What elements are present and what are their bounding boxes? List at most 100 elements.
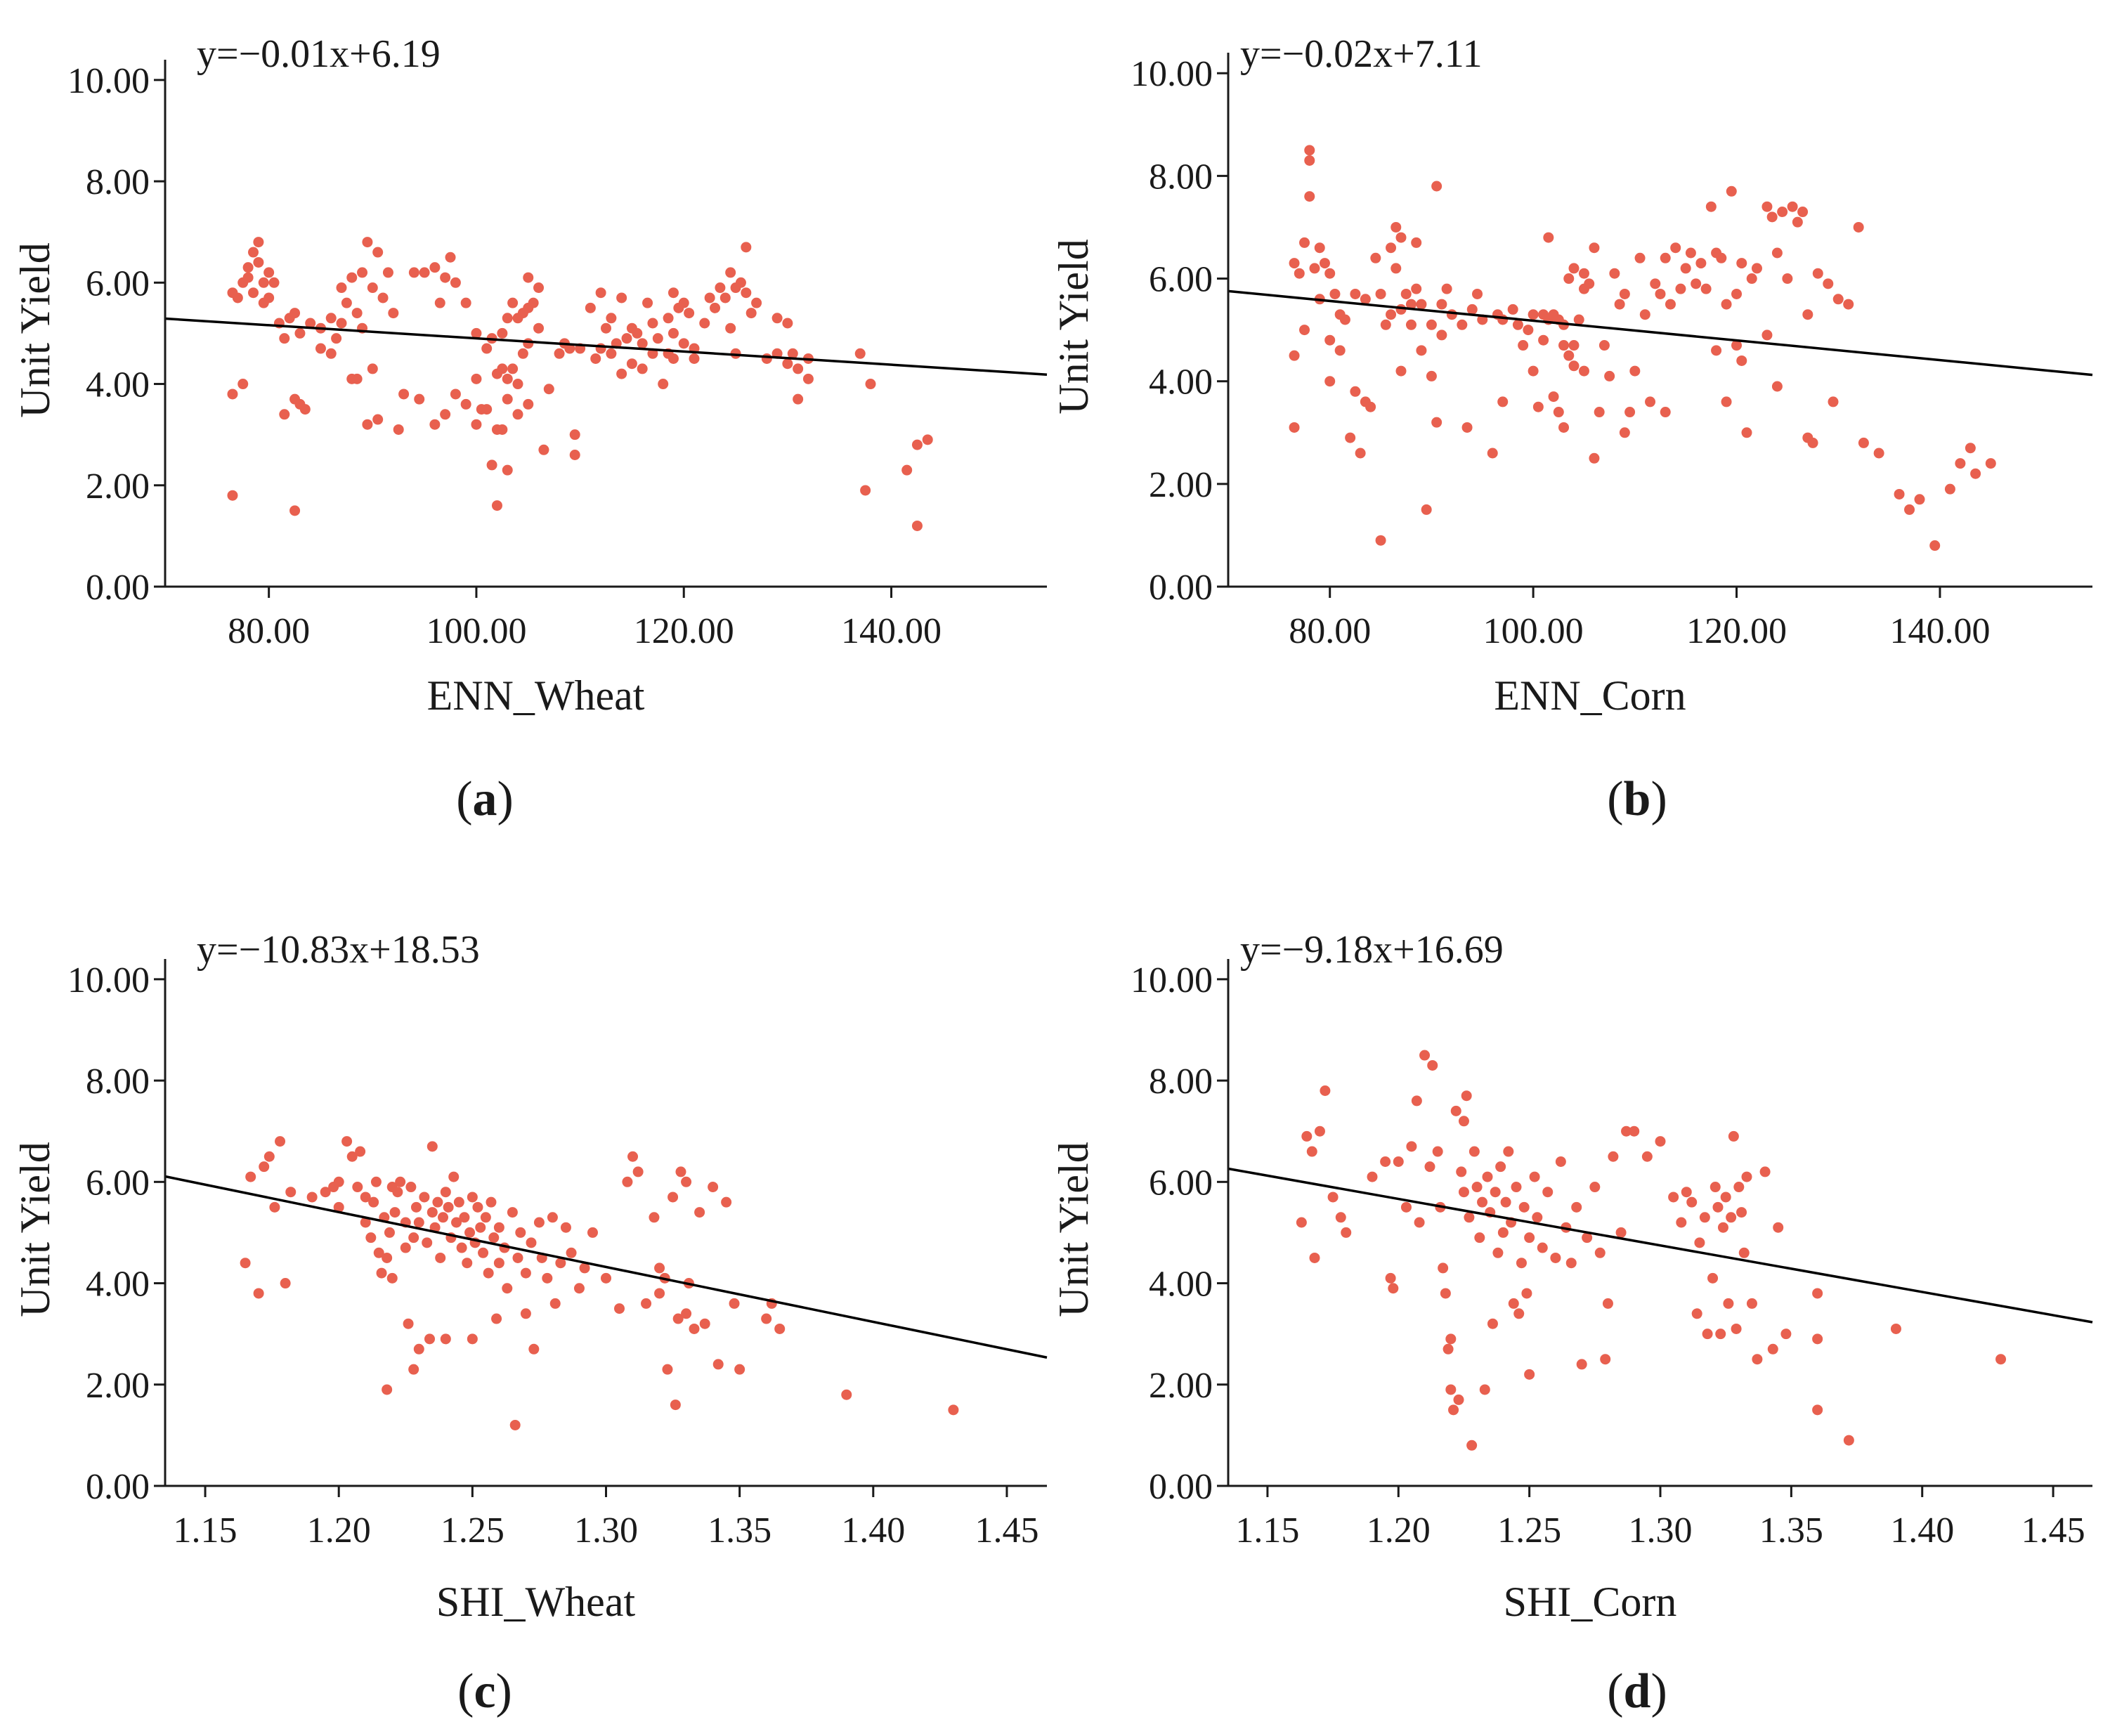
data-point-a-155 [782, 318, 793, 329]
data-point-d-112 [1843, 1435, 1854, 1446]
data-point-b-34 [1391, 263, 1402, 274]
data-point-d-6 [1327, 1192, 1339, 1203]
data-point-a-0 [227, 490, 238, 501]
data-point-c-60 [459, 1212, 470, 1223]
data-point-b-150 [1858, 437, 1869, 448]
data-point-a-91 [523, 272, 534, 283]
data-point-d-48 [1497, 1227, 1509, 1238]
data-point-a-93 [523, 338, 534, 349]
data-point-c-125 [774, 1323, 786, 1334]
data-point-d-108 [1780, 1329, 1792, 1340]
data-point-a-11 [253, 256, 264, 268]
data-point-d-34 [1461, 1090, 1472, 1102]
data-point-b-59 [1487, 448, 1498, 459]
y-tick-label-a-0: 0.00 [86, 568, 150, 608]
data-point-b-89 [1578, 365, 1589, 377]
data-point-a-15 [263, 292, 275, 304]
data-point-a-125 [652, 333, 663, 344]
data-point-a-142 [719, 292, 731, 304]
data-point-b-13 [1324, 268, 1336, 279]
data-point-c-102 [641, 1298, 652, 1309]
data-point-c-68 [478, 1247, 489, 1258]
data-point-b-22 [1350, 386, 1361, 397]
data-point-d-52 [1508, 1298, 1519, 1309]
data-point-b-106 [1655, 288, 1666, 299]
x-axis-title-b: ENN_Corn [1494, 672, 1686, 719]
data-point-a-80 [502, 313, 513, 324]
data-point-b-30 [1380, 319, 1391, 330]
data-point-c-9 [306, 1192, 318, 1203]
data-point-d-86 [1694, 1237, 1705, 1248]
data-point-c-57 [451, 1217, 462, 1228]
data-point-a-29 [315, 343, 326, 354]
data-point-a-148 [741, 242, 752, 253]
panel-letter-c: c [474, 1664, 495, 1718]
data-point-a-114 [616, 292, 627, 304]
data-point-c-50 [435, 1252, 446, 1263]
data-point-b-156 [1944, 483, 1955, 495]
data-point-d-95 [1723, 1298, 1734, 1309]
data-point-d-23 [1438, 1262, 1449, 1274]
data-point-b-42 [1411, 283, 1422, 294]
data-point-b-71 [1538, 334, 1549, 346]
data-point-b-5 [1299, 325, 1310, 336]
data-point-b-97 [1614, 299, 1625, 310]
data-point-a-85 [507, 363, 519, 374]
data-point-c-28 [384, 1227, 395, 1238]
data-point-d-80 [1655, 1136, 1666, 1147]
regression-equation-a: y=−0.01x+6.19 [197, 32, 441, 76]
data-point-b-103 [1639, 309, 1650, 320]
data-point-b-95 [1604, 370, 1615, 381]
data-point-c-53 [440, 1187, 451, 1198]
data-point-a-168 [922, 434, 933, 445]
data-point-b-100 [1624, 407, 1636, 418]
data-point-c-45 [424, 1333, 435, 1345]
data-point-b-45 [1421, 504, 1432, 515]
y-tick-label-c-1: 2.00 [86, 1366, 150, 1406]
data-point-a-126 [658, 379, 669, 390]
data-point-d-71 [1589, 1182, 1601, 1193]
data-point-c-44 [422, 1237, 433, 1248]
data-point-c-36 [403, 1318, 414, 1329]
x-tick-label-d-2: 1.25 [1497, 1510, 1561, 1551]
data-point-c-2 [253, 1288, 264, 1299]
data-point-c-117 [699, 1318, 710, 1329]
data-point-a-46 [372, 247, 384, 258]
y-tick-label-b-5: 10.00 [1131, 54, 1213, 94]
data-point-b-51 [1436, 329, 1447, 341]
data-point-c-41 [413, 1343, 424, 1355]
y-tick-label-a-1: 2.00 [86, 466, 150, 507]
data-point-a-73 [486, 459, 497, 471]
data-point-d-8 [1341, 1227, 1352, 1238]
regression-equation-b: y=−0.02x+7.11 [1240, 32, 1483, 76]
data-point-c-108 [667, 1192, 679, 1203]
data-point-a-43 [362, 419, 373, 430]
data-point-b-6 [1304, 145, 1315, 156]
data-point-a-70 [481, 343, 493, 354]
data-point-b-119 [1711, 345, 1722, 356]
x-tick-label-b-3: 140.00 [1889, 611, 1990, 651]
data-point-c-92 [560, 1222, 571, 1233]
data-point-b-56 [1466, 304, 1478, 315]
data-point-a-163 [860, 485, 871, 496]
y-tick-label-d-5: 10.00 [1131, 960, 1213, 1000]
data-point-a-111 [606, 313, 617, 324]
data-point-a-38 [351, 308, 363, 319]
data-point-c-52 [440, 1333, 451, 1345]
data-point-a-165 [901, 464, 913, 476]
x-tick-label-c-5: 1.40 [841, 1510, 905, 1551]
data-point-d-27 [1445, 1384, 1457, 1395]
y-tick-label-d-0: 0.00 [1149, 1467, 1213, 1507]
data-point-b-1 [1289, 350, 1300, 361]
data-point-d-37 [1468, 1146, 1480, 1157]
data-point-d-91 [1712, 1201, 1724, 1213]
y-axis-title-b: Unit Yield [1050, 239, 1097, 414]
data-point-c-62 [464, 1227, 476, 1238]
data-point-c-84 [526, 1237, 537, 1248]
data-point-b-38 [1400, 288, 1412, 299]
data-point-c-27 [382, 1252, 393, 1263]
data-point-c-35 [400, 1242, 411, 1253]
data-point-c-47 [426, 1141, 438, 1152]
data-point-a-1 [227, 389, 238, 400]
